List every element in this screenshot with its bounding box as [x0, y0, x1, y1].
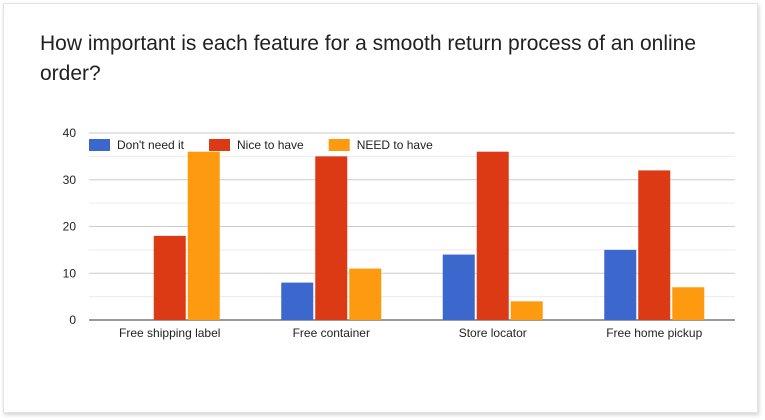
- bar: [349, 268, 382, 320]
- bar: [638, 170, 671, 320]
- x-axis-labels: Free shipping label Free container Store l…: [119, 326, 703, 340]
- x-category-label: Free container: [293, 326, 370, 340]
- bar: [672, 287, 705, 320]
- bar: [604, 249, 637, 320]
- bar: [315, 156, 348, 320]
- bar: [153, 235, 186, 320]
- x-category-label: Free home pickup: [606, 326, 702, 340]
- bar: [442, 254, 475, 320]
- legend-label: Don't need it: [117, 138, 185, 152]
- legend-label: NEED to have: [357, 138, 433, 152]
- legend-swatch: [328, 139, 350, 151]
- y-axis-ticks: 0 10 20 30 40: [63, 126, 77, 327]
- x-category-label: Store locator: [459, 326, 527, 340]
- chart-card: How important is each feature for a smoo…: [3, 3, 758, 413]
- legend-swatch: [209, 139, 231, 151]
- y-tick-label: 0: [69, 313, 76, 327]
- legend-swatch: [89, 139, 110, 151]
- legend: Don't need it Nice to have NEED to have: [89, 138, 433, 152]
- bars: [153, 151, 705, 320]
- bar: [510, 301, 543, 320]
- y-tick-label: 30: [63, 173, 77, 187]
- bar: [476, 151, 509, 320]
- y-tick-label: 10: [63, 266, 77, 280]
- chart-title: How important is each feature for a smoo…: [40, 32, 697, 85]
- y-tick-label: 20: [63, 220, 77, 234]
- x-category-label: Free shipping label: [119, 326, 220, 340]
- bar: [187, 151, 220, 320]
- bar: [281, 282, 314, 320]
- y-tick-label: 40: [63, 126, 77, 140]
- grid-lines: [89, 132, 735, 321]
- legend-label: Nice to have: [237, 138, 304, 152]
